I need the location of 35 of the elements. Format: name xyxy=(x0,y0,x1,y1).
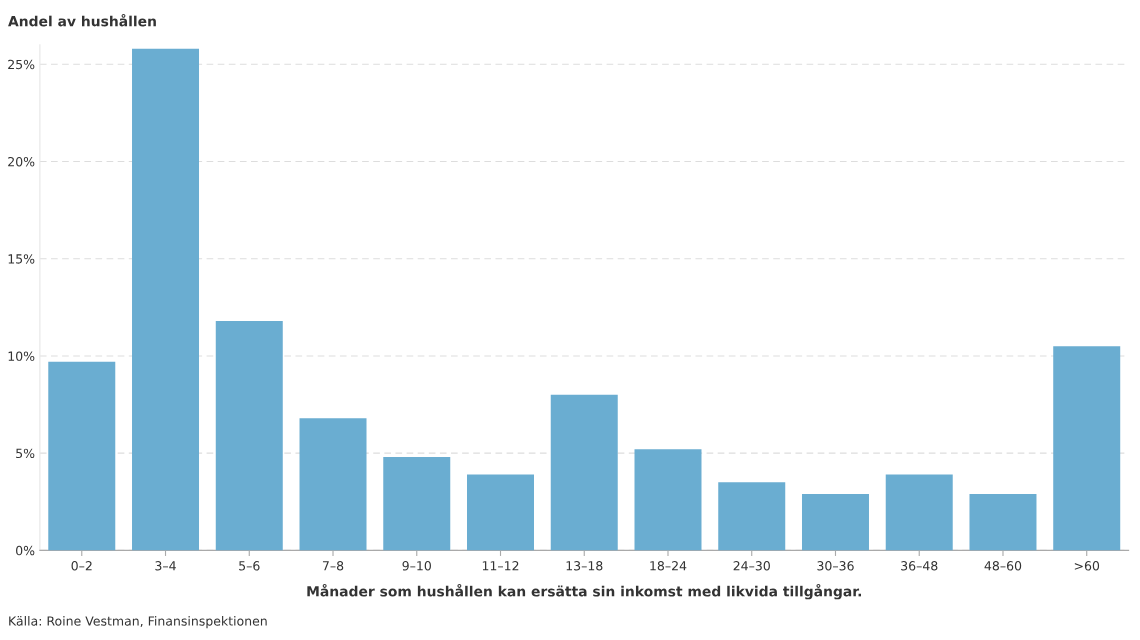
x-tick-label: 0–2 xyxy=(71,561,92,571)
x-tick-label: 7–8 xyxy=(322,561,344,571)
bar xyxy=(718,482,786,551)
bar xyxy=(215,320,283,551)
bar xyxy=(801,494,869,551)
y-tick-label: 20% xyxy=(8,156,35,167)
bar xyxy=(48,361,116,551)
y-axis-title: Andel av hushållen xyxy=(8,13,156,27)
bar xyxy=(550,394,618,551)
y-tick-label: 15% xyxy=(8,254,35,264)
bar xyxy=(132,48,200,551)
x-tick-label: >60 xyxy=(1074,561,1100,571)
bar xyxy=(299,418,367,551)
x-tick-label: 30–36 xyxy=(817,561,854,571)
x-tick-label: 5–6 xyxy=(239,561,260,571)
x-tick-label: 11–12 xyxy=(482,561,519,571)
bar xyxy=(969,494,1037,551)
x-tick-label: 18–24 xyxy=(650,561,687,571)
bar xyxy=(634,449,702,551)
y-tick-label: 25% xyxy=(8,59,35,70)
x-tick-label: 9–10 xyxy=(402,561,431,571)
x-tick-label: 3–4 xyxy=(155,561,176,571)
x-axis-title: Månader som hushållen kan ersätta sin inkomst med likvida tillgångar. xyxy=(307,584,861,600)
bar xyxy=(467,474,534,551)
x-tick-label: 48–60 xyxy=(984,561,1022,571)
y-tick-label: 10% xyxy=(8,351,35,361)
bar xyxy=(885,474,953,551)
bar xyxy=(383,457,451,551)
y-tick-label: 5% xyxy=(16,448,35,459)
x-tick-label: 24–30 xyxy=(733,561,770,571)
x-tick-label: 13–18 xyxy=(566,561,603,571)
bar xyxy=(1053,346,1121,551)
x-tick-label: 36–48 xyxy=(901,561,938,571)
y-tick-label: 0% xyxy=(16,545,35,556)
text: Källa: Roine Vestman, Finansinspektionen xyxy=(9,616,267,629)
